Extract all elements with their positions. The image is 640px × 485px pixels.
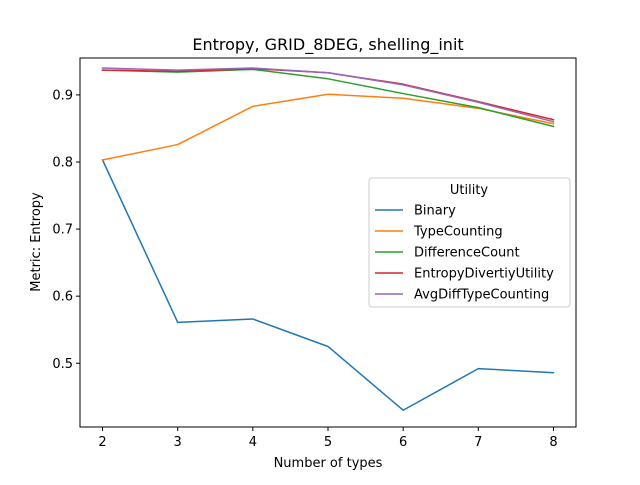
y-tick-label: 0.7: [52, 223, 73, 238]
y-tick-label: 0.5: [52, 357, 73, 372]
x-tick-label: 4: [249, 435, 257, 450]
legend-box: [368, 177, 571, 308]
x-tick-label: 8: [549, 435, 557, 450]
legend-title: Utility: [450, 183, 489, 198]
legend-entry-0: Binary: [414, 204, 456, 219]
legend-entries: Binary TypeCounting DifferenceCount Entropy…: [375, 204, 554, 303]
y-axis-ticks: 0.5 0.6 0.7 0.8 0.9: [52, 88, 80, 372]
x-tick-label: 5: [324, 435, 332, 450]
series-line-4: [101, 67, 555, 123]
legend-entry-4: AvgDiffTypeCounting: [414, 288, 549, 303]
y-tick-label: 0.8: [52, 155, 73, 170]
x-axis-ticks: 2 3 4 5 6 7 8: [98, 427, 558, 450]
series-line-0: [101, 158, 555, 411]
legend-entry-1: TypeCounting: [413, 225, 503, 240]
series-layer: [101, 67, 555, 411]
legend: Utility Binary TypeCounting DifferenceCoun…: [368, 177, 571, 308]
y-axis-label: Metric: Entropy: [29, 192, 44, 292]
y-tick-label: 0.6: [52, 290, 73, 305]
legend-entry-2: DifferenceCount: [414, 246, 520, 261]
x-axis-label: Number of types: [274, 456, 383, 471]
x-tick-label: 3: [174, 435, 182, 450]
x-tick-label: 2: [98, 435, 106, 450]
legend-entry-3: EntropyDivertiyUtility: [414, 267, 554, 282]
x-tick-label: 7: [474, 435, 482, 450]
y-tick-label: 0.9: [52, 88, 73, 103]
x-tick-label: 6: [399, 435, 407, 450]
chart-title: Entropy, GRID_8DEG, shelling_init: [192, 35, 463, 55]
